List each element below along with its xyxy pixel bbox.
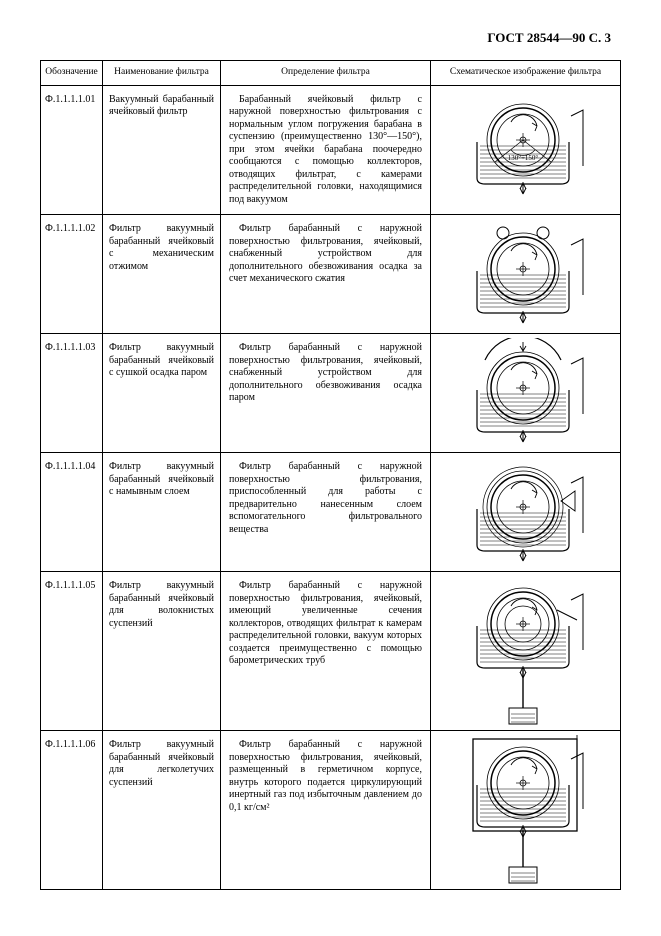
cell-definition: Фильтр барабанный с наружной поверхность…: [221, 215, 431, 334]
cell-definition: Фильтр барабанный с наружной поверхность…: [221, 334, 431, 453]
filter-diagram-icon: [451, 338, 601, 448]
table-row: Ф.1.1.1.1.03Фильтр вакуумный барабанный …: [41, 334, 621, 453]
page-header: ГОСТ 28544—90 С. 3: [40, 30, 621, 46]
col-header-img: Схематическое изображение фильтра: [431, 61, 621, 86]
svg-text:130°÷150°: 130°÷150°: [507, 154, 538, 162]
filter-diagram-icon: [451, 219, 601, 329]
cell-code: Ф.1.1.1.1.01: [41, 85, 103, 215]
cell-code: Ф.1.1.1.1.02: [41, 215, 103, 334]
cell-definition: Фильтр барабанный с наружной поверхность…: [221, 731, 431, 890]
cell-name: Фильтр вакуумный барабанный ячейковый с …: [103, 453, 221, 572]
cell-diagram: [431, 453, 621, 572]
table-row: Ф.1.1.1.1.02Фильтр вакуумный барабанный …: [41, 215, 621, 334]
table-row: Ф.1.1.1.1.01Вакуумный барабанный ячейков…: [41, 85, 621, 215]
cell-name: Фильтр вакуумный барабанный ячейковый с …: [103, 334, 221, 453]
cell-definition: Фильтр барабанный с наружной поверхность…: [221, 453, 431, 572]
table-header-row: Обозначение Наименование фильтра Определ…: [41, 61, 621, 86]
cell-name: Фильтр вакуумный барабанный ячейковый с …: [103, 215, 221, 334]
cell-diagram: [431, 731, 621, 890]
cell-code: Ф.1.1.1.1.05: [41, 572, 103, 731]
cell-code: Ф.1.1.1.1.04: [41, 453, 103, 572]
cell-code: Ф.1.1.1.1.03: [41, 334, 103, 453]
filter-table: Обозначение Наименование фильтра Определ…: [40, 60, 621, 890]
cell-diagram: 130°÷150°: [431, 85, 621, 215]
cell-diagram: [431, 215, 621, 334]
col-header-code: Обозначение: [41, 61, 103, 86]
table-row: Ф.1.1.1.1.06Фильтр вакуумный барабанный …: [41, 731, 621, 890]
table-row: Ф.1.1.1.1.05Фильтр вакуумный барабанный …: [41, 572, 621, 731]
table-row: Ф.1.1.1.1.04Фильтр вакуумный барабанный …: [41, 453, 621, 572]
filter-diagram-icon: [451, 576, 601, 726]
cell-definition: Фильтр барабанный с наружной поверхность…: [221, 572, 431, 731]
col-header-def: Определение фильтра: [221, 61, 431, 86]
page: ГОСТ 28544—90 С. 3 Обозначение Наименова…: [0, 0, 661, 936]
filter-diagram-icon: [451, 457, 601, 567]
cell-name: Фильтр вакуумный барабанный ячейковый дл…: [103, 731, 221, 890]
cell-name: Фильтр вакуумный барабанный ячейковый дл…: [103, 572, 221, 731]
cell-code: Ф.1.1.1.1.06: [41, 731, 103, 890]
cell-definition: Барабанный ячейковый фильтр с наружной п…: [221, 85, 431, 215]
cell-name: Вакуумный барабанный ячейковый фильтр: [103, 85, 221, 215]
filter-diagram-icon: [451, 735, 601, 885]
cell-diagram: [431, 572, 621, 731]
col-header-name: Наименование фильтра: [103, 61, 221, 86]
cell-diagram: [431, 334, 621, 453]
filter-diagram-icon: 130°÷150°: [451, 90, 601, 200]
